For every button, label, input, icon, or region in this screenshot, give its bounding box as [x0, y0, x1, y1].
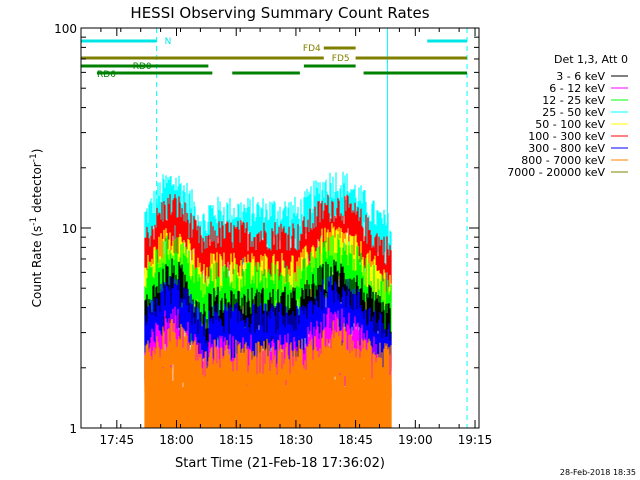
y-tick-label: 10 — [62, 222, 77, 236]
chart-title: HESSI Observing Summary Count Rates — [130, 4, 429, 22]
y-tick-label: 1 — [69, 422, 77, 436]
x-tick-label: 19:00 — [398, 433, 433, 447]
legend-label: 3 - 6 keV — [556, 70, 605, 83]
x-tick-label: 18:15 — [219, 433, 254, 447]
x-tick-label: 18:00 — [159, 433, 194, 447]
flag-label-rd6: RD6 — [97, 70, 116, 80]
legend-label: 50 - 100 keV — [535, 118, 605, 131]
legend-label: 6 - 12 keV — [549, 82, 605, 95]
flag-label-rd0: RD0 — [133, 62, 152, 72]
series-floor-band — [144, 338, 392, 428]
legend-label: 25 - 50 keV — [542, 106, 605, 119]
legend-label: 7000 - 20000 keV — [507, 166, 605, 179]
legend-label: 300 - 800 keV — [528, 142, 605, 155]
x-tick-label: 18:45 — [338, 433, 373, 447]
flag-label-fd4: FD4 — [303, 44, 321, 54]
legend-label: 100 - 300 keV — [528, 130, 605, 143]
legend-label: 12 - 25 keV — [542, 94, 605, 107]
x-axis-label: Start Time (21-Feb-18 17:36:02) — [175, 456, 385, 471]
legend-label: 800 - 7000 keV — [521, 154, 605, 167]
y-tick-label: 100 — [54, 22, 77, 36]
footer-timestamp: 28-Feb-2018 18:35 — [560, 468, 636, 477]
flag-label-fd5: FD5 — [332, 54, 350, 64]
axes: 17:45 18:00 18:15 18:30 18:45 19:00 19:15 1 10 10… — [54, 22, 492, 447]
x-tick-label: 18:30 — [279, 433, 314, 447]
y-axis-label: Count Rate (s-1 detector-1) — [29, 149, 44, 308]
x-tick-label: 17:45 — [100, 433, 135, 447]
x-tick-label: 19:15 — [458, 433, 493, 447]
plot-area: N FD4 FD5 RD0 RD6 — [80, 28, 468, 428]
flag-label-n: N — [165, 37, 172, 47]
legend-title: Det 1,3, Att 0 — [554, 53, 628, 66]
